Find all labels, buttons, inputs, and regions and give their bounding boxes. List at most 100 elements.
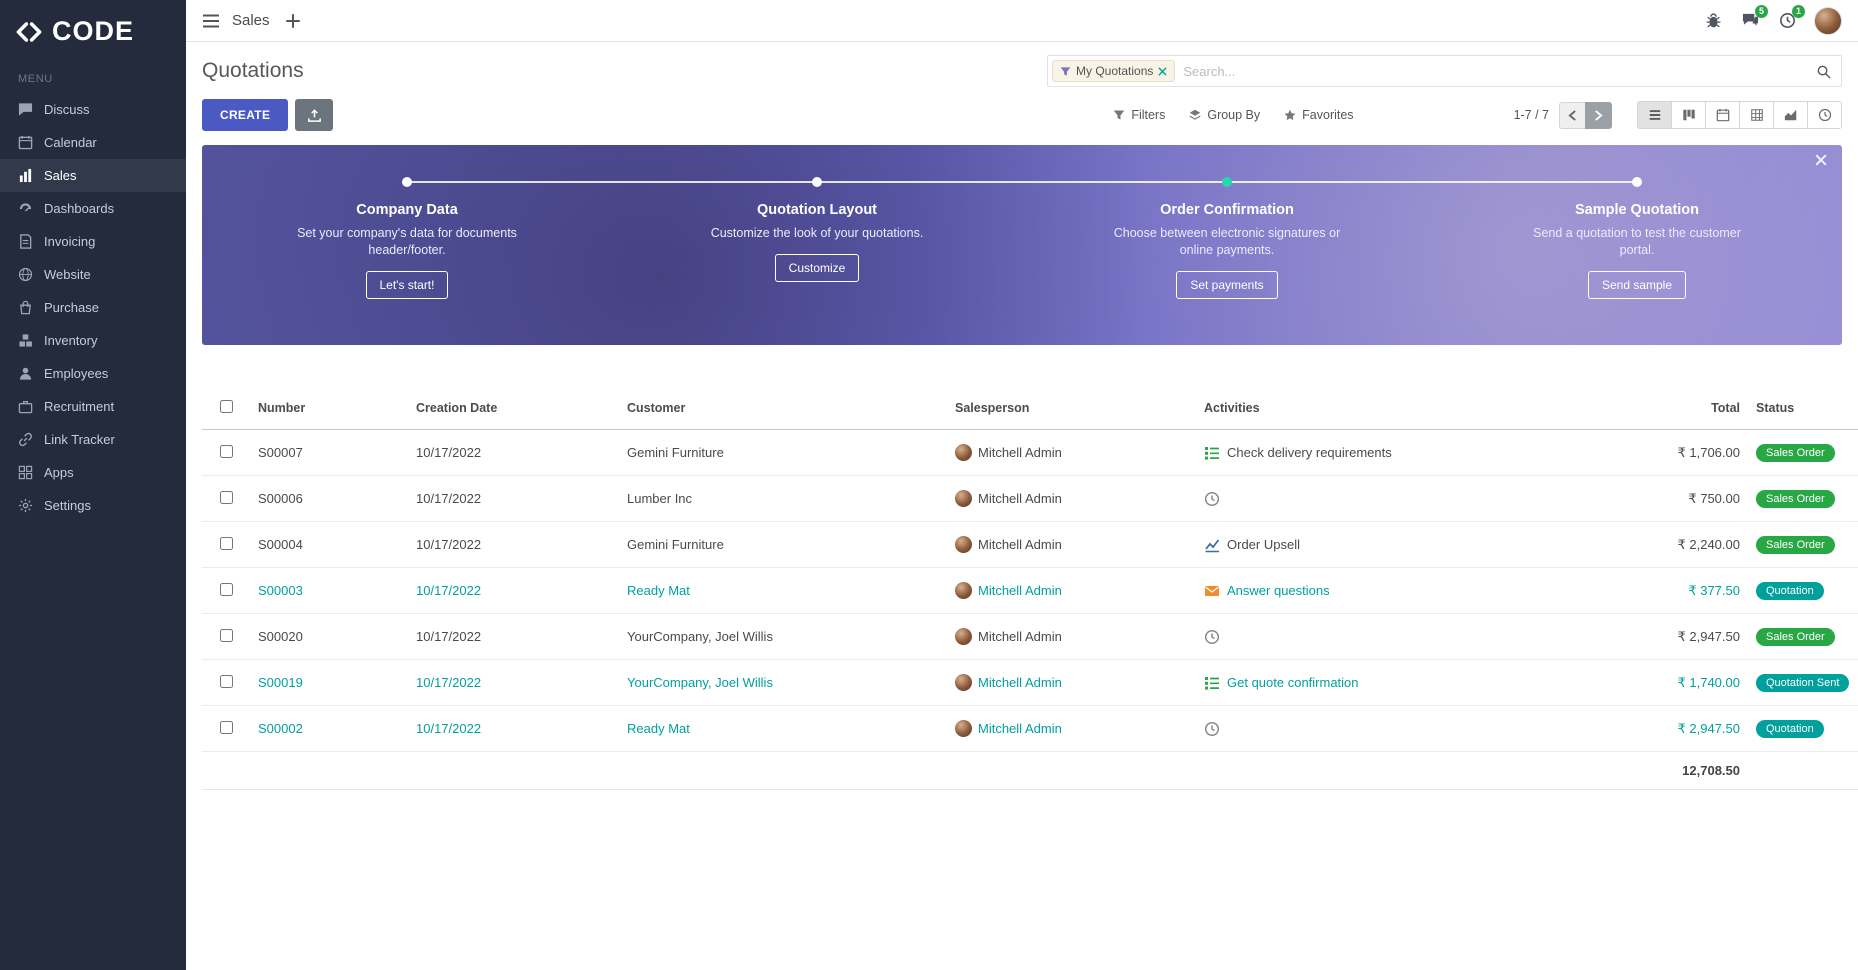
row-checkbox[interactable]: [219, 536, 233, 550]
cell-total: ₹ 377.50: [1596, 567, 1748, 614]
filters-button[interactable]: Filters: [1113, 108, 1165, 122]
clock-icon[interactable]: [1204, 629, 1220, 645]
row-checkbox[interactable]: [219, 674, 233, 688]
table-row[interactable]: S00019 10/17/2022 YourCompany, Joel Will…: [202, 659, 1858, 706]
table-row[interactable]: S00007 10/17/2022 Gemini Furniture Mitch…: [202, 429, 1858, 476]
clock-icon[interactable]: [1204, 721, 1220, 737]
row-checkbox[interactable]: [219, 628, 233, 642]
chart-line-icon[interactable]: [1204, 537, 1220, 553]
table-row[interactable]: S00020 10/17/2022 YourCompany, Joel Will…: [202, 613, 1858, 660]
cell-creation-date: 10/17/2022: [408, 613, 619, 660]
pivot-view-button[interactable]: [1739, 101, 1774, 129]
col-header-customer[interactable]: Customer: [619, 387, 947, 430]
col-header-creation-date[interactable]: Creation Date: [408, 387, 619, 430]
upload-icon: [307, 108, 322, 123]
sidebar-item-website[interactable]: Website: [0, 258, 186, 291]
sidebar-item-label: Invoicing: [44, 234, 96, 249]
create-button[interactable]: CREATE: [202, 99, 289, 131]
sidebar-item-invoicing[interactable]: Invoicing: [0, 225, 186, 258]
salesperson-avatar: [955, 674, 972, 691]
banner-close-icon[interactable]: [1815, 154, 1827, 166]
calendar-view-button[interactable]: [1705, 101, 1740, 129]
list-view-button[interactable]: [1637, 101, 1672, 129]
pager-previous-button[interactable]: [1559, 101, 1586, 129]
row-checkbox[interactable]: [219, 582, 233, 596]
step-action-button[interactable]: Set payments: [1176, 270, 1278, 299]
group-by-label: Group By: [1207, 108, 1261, 122]
search-facet[interactable]: My Quotations: [1052, 60, 1176, 82]
row-checkbox[interactable]: [219, 444, 233, 458]
sidebar-item-inventory[interactable]: Inventory: [0, 324, 186, 357]
onboarding-step: Quotation Layout Customize the look of y…: [612, 177, 1022, 345]
step-description: Customize the look of your quotations.: [710, 226, 924, 240]
sidebar-item-label: Dashboards: [44, 201, 115, 216]
funnel-icon: [1113, 109, 1125, 121]
step-action-button[interactable]: Send sample: [1587, 270, 1687, 299]
envelope-icon[interactable]: [1204, 583, 1220, 599]
add-tab-icon[interactable]: [284, 12, 302, 30]
topbar-app-name[interactable]: Sales: [232, 12, 270, 29]
cell-customer: Ready Mat: [619, 705, 947, 752]
clock-icon[interactable]: [1204, 491, 1220, 507]
table-row[interactable]: S00002 10/17/2022 Ready Mat Mitchell Adm…: [202, 705, 1858, 752]
sidebar-item-sales[interactable]: Sales: [0, 159, 186, 192]
row-checkbox[interactable]: [219, 490, 233, 504]
activities-clock-icon[interactable]: 1: [1779, 5, 1805, 29]
search-icon[interactable]: [1816, 64, 1831, 79]
cell-salesperson: Mitchell Admin: [947, 705, 1196, 752]
table-row[interactable]: S00004 10/17/2022 Gemini Furniture Mitch…: [202, 521, 1858, 568]
row-checkbox[interactable]: [219, 720, 233, 734]
hamburger-menu-icon[interactable]: [202, 14, 220, 28]
select-all-checkbox[interactable]: [219, 400, 233, 413]
table-row[interactable]: S00006 10/17/2022 Lumber Inc Mitchell Ad…: [202, 475, 1858, 522]
sidebar-item-apps[interactable]: Apps: [0, 456, 186, 489]
sidebar-item-link-tracker[interactable]: Link Tracker: [0, 423, 186, 456]
kanban-view-button[interactable]: [1671, 101, 1706, 129]
col-header-status[interactable]: Status: [1748, 387, 1858, 430]
messages-icon[interactable]: 5: [1742, 5, 1768, 29]
salesperson-name: Mitchell Admin: [978, 491, 1062, 506]
list-check-icon[interactable]: [1204, 445, 1220, 461]
sidebar-item-discuss[interactable]: Discuss: [0, 93, 186, 126]
graph-view-button[interactable]: [1773, 101, 1808, 129]
step-action-button[interactable]: Let's start!: [365, 270, 449, 299]
sidebar-item-employees[interactable]: Employees: [0, 357, 186, 390]
cell-status: Sales Order: [1748, 521, 1858, 568]
search-bar[interactable]: My Quotations: [1047, 55, 1842, 87]
col-header-total[interactable]: Total: [1596, 387, 1748, 430]
sidebar-item-purchase[interactable]: Purchase: [0, 291, 186, 324]
sidebar-item-calendar[interactable]: Calendar: [0, 126, 186, 159]
user-avatar[interactable]: [1814, 6, 1842, 35]
table-row[interactable]: S00003 10/17/2022 Ready Mat Mitchell Adm…: [202, 567, 1858, 614]
salesperson-name: Mitchell Admin: [978, 445, 1062, 460]
activity-view-button[interactable]: [1807, 101, 1842, 129]
step-title: Quotation Layout: [756, 202, 877, 218]
activity-view-icon: [1818, 108, 1832, 122]
cell-customer: Lumber Inc: [619, 475, 947, 522]
facet-remove-icon[interactable]: [1158, 66, 1167, 76]
pager-next-button[interactable]: [1585, 101, 1612, 129]
sidebar-item-recruitment[interactable]: Recruitment: [0, 390, 186, 423]
export-button[interactable]: [295, 99, 334, 131]
step-action-button[interactable]: Customize: [774, 253, 860, 282]
favorites-button[interactable]: Favorites: [1284, 108, 1354, 122]
cell-number: S00003: [250, 567, 408, 614]
group-by-button[interactable]: Group By: [1189, 108, 1260, 122]
col-header-salesperson[interactable]: Salesperson: [947, 387, 1196, 430]
sidebar-item-dashboards[interactable]: Dashboards: [0, 192, 186, 225]
main-area: Sales 5 1 Quotat: [186, 0, 1858, 970]
col-header-activities[interactable]: Activities: [1196, 387, 1596, 430]
cell-activities: [1196, 475, 1596, 522]
search-input[interactable]: [1183, 63, 1816, 79]
step-dot: [812, 177, 822, 187]
cell-salesperson: Mitchell Admin: [947, 613, 1196, 660]
sidebar-item-settings[interactable]: Settings: [0, 489, 186, 522]
debug-bug-icon[interactable]: [1705, 12, 1722, 29]
cell-creation-date: 10/17/2022: [408, 659, 619, 706]
brand-logo[interactable]: CODE: [0, 0, 186, 59]
sidebar: CODE MENU Discuss Calendar Sales Dashboa…: [0, 0, 186, 970]
col-header-number[interactable]: Number: [250, 387, 408, 430]
sidebar-item-label: Apps: [44, 465, 74, 480]
cell-number: S00007: [250, 429, 408, 476]
list-check-icon[interactable]: [1204, 675, 1220, 691]
